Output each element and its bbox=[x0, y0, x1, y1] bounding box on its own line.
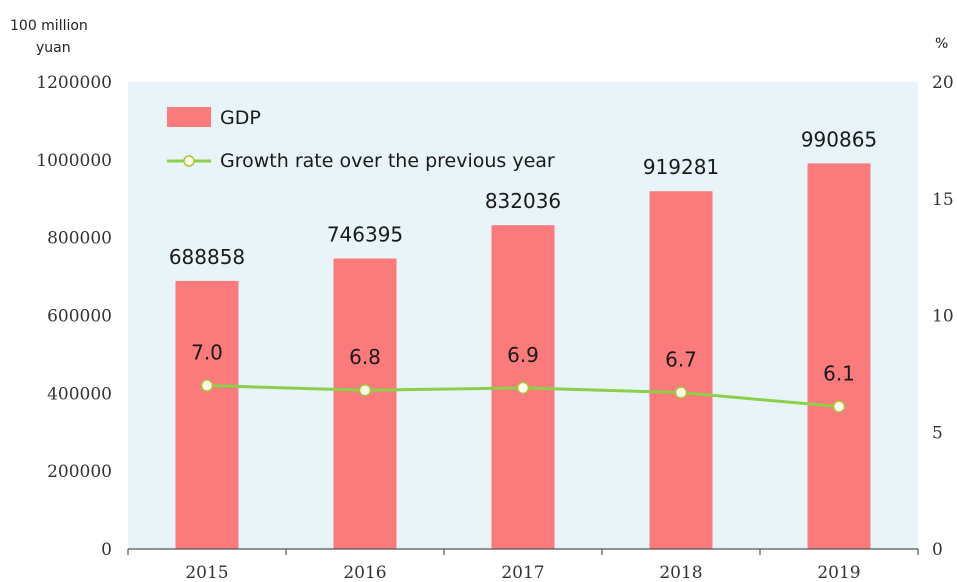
right-tick-label: 10 bbox=[932, 307, 954, 327]
growth-rate-point-2019 bbox=[832, 400, 846, 413]
gdp-bars bbox=[175, 163, 871, 550]
gdp-bar-2018 bbox=[649, 191, 713, 550]
growth-rate-point-2017 bbox=[516, 381, 530, 395]
growth-rate-label-2019: 6.1 bbox=[823, 362, 855, 386]
x-tick-label-2018: 2018 bbox=[659, 563, 702, 582]
right-tick-label: 15 bbox=[932, 190, 954, 210]
growth-rate-label-2015: 7.0 bbox=[191, 341, 223, 365]
left-axis-unit-line-2: yuan bbox=[36, 40, 71, 56]
gdp-bar-label-2018: 919281 bbox=[643, 155, 719, 179]
growth-rate-point-2016 bbox=[358, 383, 372, 397]
growth-rate-label-2018: 6.7 bbox=[665, 348, 697, 372]
legend-rate-swatch-marker bbox=[183, 155, 195, 167]
growth-rate-label-2016: 6.8 bbox=[349, 345, 381, 369]
x-axis: 2015 2016 2017 2018 2019 bbox=[127, 548, 919, 582]
gdp-bar-2015 bbox=[175, 280, 239, 549]
gdp-bar-label-2016: 746395 bbox=[327, 223, 403, 247]
x-tick-label-2017: 2017 bbox=[501, 563, 544, 582]
right-tick-label: 20 bbox=[932, 73, 954, 93]
legend: GDP Growth rate over the previous year bbox=[167, 107, 555, 172]
right-tick-label: 0 bbox=[932, 540, 943, 560]
left-axis-ticks: 0 200000 400000 600000 800000 1000000 1200000 bbox=[36, 73, 112, 560]
left-tick-label: 1200000 bbox=[36, 73, 112, 93]
gdp-bar-label-2015: 688858 bbox=[169, 245, 245, 269]
right-axis-ticks: 0 5 10 15 20 bbox=[932, 73, 954, 560]
growth-rate-labels: 7.0 6.8 6.9 6.7 6.1 bbox=[191, 341, 855, 386]
left-tick-label: 400000 bbox=[47, 384, 112, 404]
gdp-bar-2016 bbox=[333, 258, 397, 549]
left-axis-unit-line-1: 100 million bbox=[10, 18, 88, 34]
gdp-bar-label-2019: 990865 bbox=[801, 127, 877, 151]
left-axis-unit: 100 million yuan bbox=[10, 18, 88, 56]
gdp-bar-label-2017: 832036 bbox=[485, 189, 561, 213]
left-tick-label: 1000000 bbox=[36, 151, 112, 171]
gdp-bar-labels: 688858 746395 832036 919281 990865 bbox=[169, 127, 877, 269]
growth-rate-point-2018 bbox=[674, 386, 688, 399]
legend-gdp-swatch bbox=[167, 107, 211, 127]
gdp-bar-2019 bbox=[807, 163, 871, 549]
legend-gdp-label: GDP bbox=[220, 107, 261, 129]
x-tick-label-2019: 2019 bbox=[817, 563, 860, 582]
x-tick-label-2016: 2016 bbox=[343, 563, 386, 582]
legend-rate-label: Growth rate over the previous year bbox=[220, 150, 555, 172]
growth-rate-point-2015 bbox=[200, 379, 214, 392]
left-tick-label: 200000 bbox=[47, 462, 112, 482]
growth-rate-line bbox=[200, 379, 846, 413]
x-tick-label-2015: 2015 bbox=[185, 563, 228, 582]
left-tick-label: 600000 bbox=[47, 307, 112, 327]
right-tick-label: 5 bbox=[932, 423, 943, 443]
right-axis-unit: % bbox=[935, 36, 948, 52]
growth-rate-label-2017: 6.9 bbox=[507, 343, 539, 367]
left-tick-label: 0 bbox=[101, 540, 112, 560]
left-tick-label: 800000 bbox=[47, 229, 112, 249]
